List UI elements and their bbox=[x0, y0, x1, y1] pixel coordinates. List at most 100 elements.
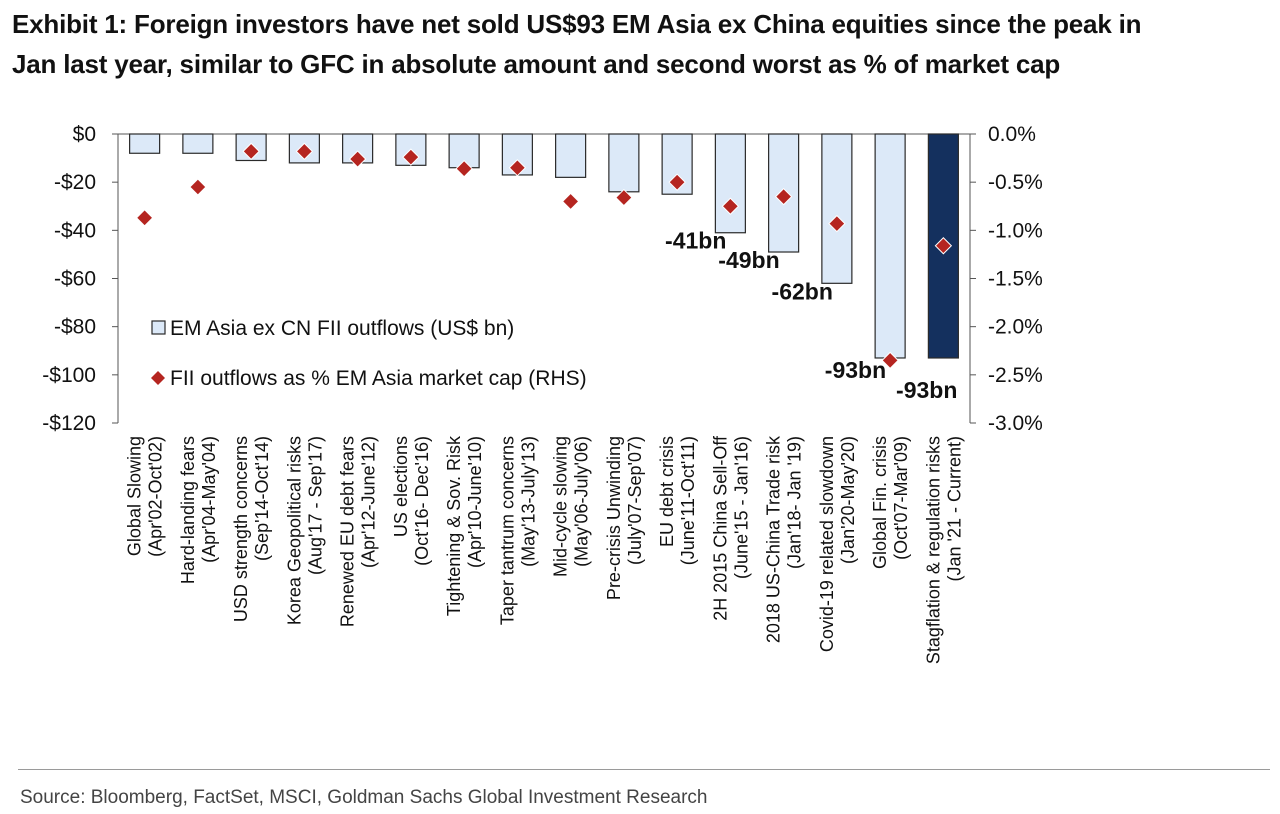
right-tick-label: -0.5% bbox=[988, 171, 1043, 194]
category-period: (May'13-July'13) bbox=[518, 436, 538, 567]
marker-point bbox=[774, 187, 793, 206]
marker-point bbox=[135, 209, 154, 227]
category-label: Stagflation & regulation risks(Jan '21 -… bbox=[923, 436, 964, 664]
left-tick-label: $0 bbox=[73, 123, 96, 146]
category-period: (Jan'18- Jan '19) bbox=[785, 436, 805, 569]
legend-bar-swatch bbox=[151, 320, 166, 335]
category-label: Covid-19 related slowdown(Jan'20-May'20) bbox=[817, 436, 858, 652]
category-name: Korea Geopolitical risks bbox=[284, 436, 304, 625]
category-period: (July'07-Sep'07) bbox=[625, 436, 645, 565]
right-tick-label: -3.0% bbox=[988, 412, 1043, 435]
marker-point bbox=[561, 192, 580, 211]
legend-label: FII outflows as % EM Asia market cap (RH… bbox=[170, 367, 587, 390]
category-period: (Sep'14-Oct'14) bbox=[252, 436, 272, 561]
source-note: Source: Bloomberg, FactSet, MSCI, Goldma… bbox=[20, 787, 708, 808]
data-label: -93bn bbox=[896, 377, 957, 403]
right-tick-label: -2.0% bbox=[988, 316, 1043, 339]
category-period: (Jan '21 - Current) bbox=[944, 436, 964, 582]
marker-point bbox=[189, 178, 207, 196]
category-period: (Jan'20-May'20) bbox=[838, 436, 858, 564]
category-label: Mid-cycle slowing(May'06-July'06) bbox=[551, 436, 592, 577]
category-name: USD strength concerns bbox=[231, 436, 251, 622]
category-label: USD strength concerns(Sep'14-Oct'14) bbox=[231, 436, 272, 622]
left-tick-label: -$40 bbox=[54, 219, 96, 242]
right-tick-label: -1.5% bbox=[988, 268, 1043, 291]
footer-divider bbox=[18, 769, 1270, 770]
marker-point bbox=[295, 142, 314, 161]
bar bbox=[714, 133, 746, 234]
bar bbox=[555, 133, 587, 178]
title-line-1: Exhibit 1: Foreign investors have net so… bbox=[12, 9, 1142, 39]
category-label: US elections(Oct'16- Dec'16) bbox=[391, 436, 432, 566]
right-tick-label: 0.0% bbox=[988, 123, 1036, 146]
marker-point bbox=[934, 237, 953, 255]
left-tick-label: -$20 bbox=[54, 171, 96, 194]
category-label: Hard-landing fears(Apr'04-May'04) bbox=[178, 436, 219, 584]
marker-point bbox=[881, 351, 899, 370]
category-period: (Aug'17 - Sep'17) bbox=[305, 436, 325, 575]
bar bbox=[608, 133, 640, 193]
category-name: Hard-landing fears bbox=[178, 436, 198, 584]
marker-point bbox=[242, 142, 260, 161]
bar bbox=[874, 133, 906, 359]
right-tick-label: -2.5% bbox=[988, 364, 1043, 387]
category-period: (Apr'02-Oct'02) bbox=[146, 436, 166, 557]
left-tick-label: -$120 bbox=[42, 412, 96, 435]
category-name: Stagflation & regulation risks bbox=[923, 436, 943, 664]
category-label: EU debt crisis(June'11-Oct'11) bbox=[657, 436, 698, 565]
left-tick-label: -$80 bbox=[54, 316, 96, 339]
chart-title: Exhibit 1: Foreign investors have net so… bbox=[12, 4, 1274, 84]
category-label: Renewed EU debt fears(Apr'12-June'12) bbox=[338, 436, 379, 627]
left-tick-label: -$100 bbox=[42, 364, 96, 387]
data-label: -41bn bbox=[665, 228, 726, 254]
data-label: -93bn bbox=[825, 357, 886, 383]
legend-label: EM Asia ex CN FII outflows (US$ bn) bbox=[170, 317, 514, 340]
category-period: (Apr'12-June'12) bbox=[359, 436, 379, 568]
category-name: Tightening & Sov. Risk bbox=[444, 435, 464, 616]
category-label: 2018 US-China Trade risk(Jan'18- Jan '19… bbox=[764, 435, 805, 643]
legend-diamond-swatch bbox=[151, 371, 165, 385]
chart: $0 -$20 -$40 -$60 -$80 -$100 -$120 0.0% -0.5% -1.… bbox=[42, 123, 1043, 664]
category-name: Covid-19 related slowdown bbox=[817, 436, 837, 652]
category-name: Mid-cycle slowing bbox=[551, 436, 571, 577]
marker-point bbox=[508, 159, 527, 177]
category-name: Taper tantrum concerns bbox=[497, 436, 517, 625]
category-name: Global Slowing bbox=[125, 436, 145, 556]
category-name: Renewed EU debt fears bbox=[338, 436, 358, 627]
marker-point bbox=[402, 148, 420, 166]
category-name: EU debt crisis bbox=[657, 436, 677, 547]
marker-point bbox=[828, 214, 846, 233]
category-period: (June'11-Oct'11) bbox=[678, 436, 698, 565]
bar bbox=[129, 133, 161, 154]
category-label: Korea Geopolitical risks(Aug'17 - Sep'17… bbox=[284, 436, 325, 625]
title-line-2: Jan last year, similar to GFC in absolut… bbox=[12, 49, 1061, 79]
category-name: US elections bbox=[391, 436, 411, 537]
category-label: Global Fin. crisis(Oct'07-Mar'09) bbox=[870, 436, 911, 569]
marker-point bbox=[455, 159, 473, 178]
category-period: (Apr'10-June'10) bbox=[465, 436, 485, 568]
category-name: 2H 2015 China Sell-Off bbox=[710, 435, 730, 621]
bar bbox=[182, 133, 214, 154]
category-label: Taper tantrum concerns(May'13-July'13) bbox=[497, 436, 538, 625]
category-label: Pre-crisis Unwinding(July'07-Sep'07) bbox=[604, 436, 645, 600]
category-period: (Apr'04-May'04) bbox=[199, 436, 219, 563]
category-period: (June'15 - Jan'16) bbox=[731, 436, 751, 579]
category-label: Global Slowing(Apr'02-Oct'02) bbox=[125, 436, 166, 557]
bar bbox=[821, 133, 853, 284]
data-label: -49bn bbox=[718, 247, 779, 273]
category-name: Pre-crisis Unwinding bbox=[604, 436, 624, 600]
right-tick-label: -1.0% bbox=[988, 219, 1043, 242]
category-period: (May'06-July'06) bbox=[572, 436, 592, 567]
marker-point bbox=[721, 197, 740, 215]
category-period: (Oct'16- Dec'16) bbox=[412, 436, 432, 566]
category-label: 2H 2015 China Sell-Off(June'15 - Jan'16) bbox=[710, 435, 751, 621]
data-label: -62bn bbox=[772, 278, 833, 304]
marker-point bbox=[615, 188, 633, 207]
category-name: 2018 US-China Trade risk bbox=[764, 435, 784, 643]
marker-point bbox=[668, 173, 686, 191]
category-name: Global Fin. crisis bbox=[870, 436, 890, 569]
left-tick-label: -$60 bbox=[54, 268, 96, 291]
category-label: Tightening & Sov. Risk(Apr'10-June'10) bbox=[444, 435, 485, 616]
category-period: (Oct'07-Mar'09) bbox=[891, 436, 911, 560]
marker-point bbox=[348, 150, 367, 168]
